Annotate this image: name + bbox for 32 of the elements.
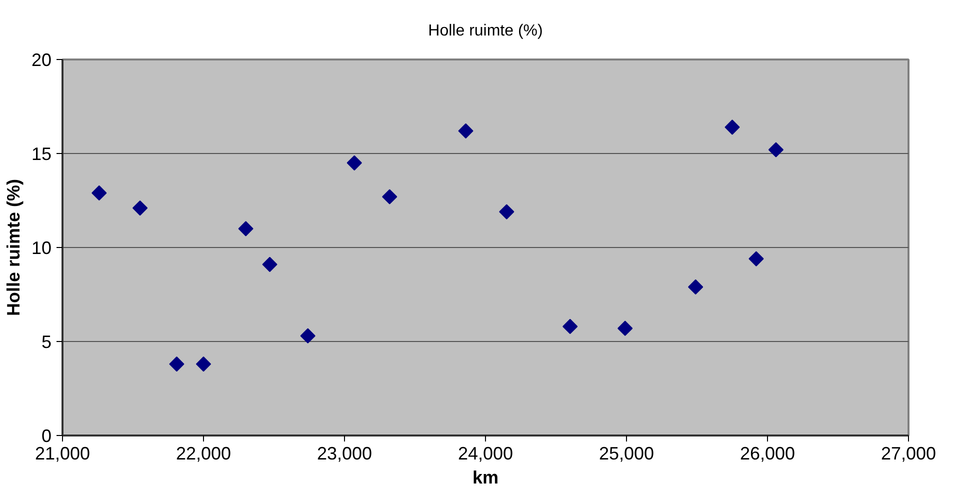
x-tick-label: 27,000 <box>880 444 936 464</box>
point <box>196 356 212 372</box>
point <box>562 318 578 334</box>
point <box>618 320 633 336</box>
point <box>238 221 254 236</box>
y-axis-title: Holle ruimte (%) <box>3 178 24 316</box>
y-tick-label: 20 <box>31 50 52 70</box>
point <box>169 356 184 372</box>
point <box>382 189 398 204</box>
x-tick-label: 24,000 <box>458 444 514 464</box>
x-axis-title: km <box>472 468 499 488</box>
point <box>458 123 474 139</box>
chart-title: Holle ruimte (%) <box>428 22 543 40</box>
x-tick-label: 26,000 <box>740 444 796 464</box>
point <box>92 185 107 201</box>
point <box>346 155 362 170</box>
point <box>768 142 784 158</box>
point <box>688 279 704 295</box>
x-tick-label: 25,000 <box>598 444 654 464</box>
x-tick-label: 21,000 <box>34 444 90 464</box>
point <box>499 204 514 220</box>
y-tick-label: 15 <box>31 144 52 164</box>
point <box>300 328 316 344</box>
point <box>748 251 764 266</box>
point <box>262 256 278 272</box>
point <box>724 120 740 135</box>
y-tick-label: 5 <box>41 332 52 352</box>
point <box>132 200 148 216</box>
y-tick-label: 0 <box>41 426 52 446</box>
x-tick-label: 23,000 <box>316 444 372 464</box>
y-tick-label: 10 <box>31 238 52 258</box>
x-tick-label: 22,000 <box>176 444 232 464</box>
